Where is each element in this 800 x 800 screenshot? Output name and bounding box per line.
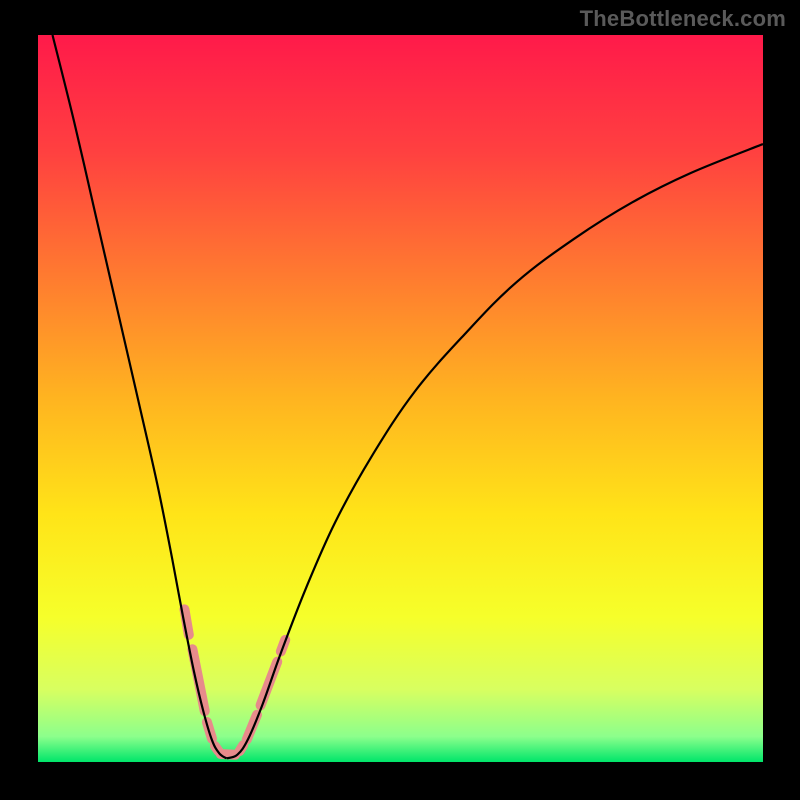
overlay-stroke <box>221 754 236 755</box>
curve-left <box>53 35 227 758</box>
curve-right <box>227 144 764 758</box>
watermark-text: TheBottleneck.com <box>580 6 786 32</box>
curves-layer <box>0 0 800 800</box>
overlay-stroke <box>192 649 204 711</box>
figure-frame: TheBottleneck.com <box>0 0 800 800</box>
overlay-stroke <box>247 715 257 740</box>
